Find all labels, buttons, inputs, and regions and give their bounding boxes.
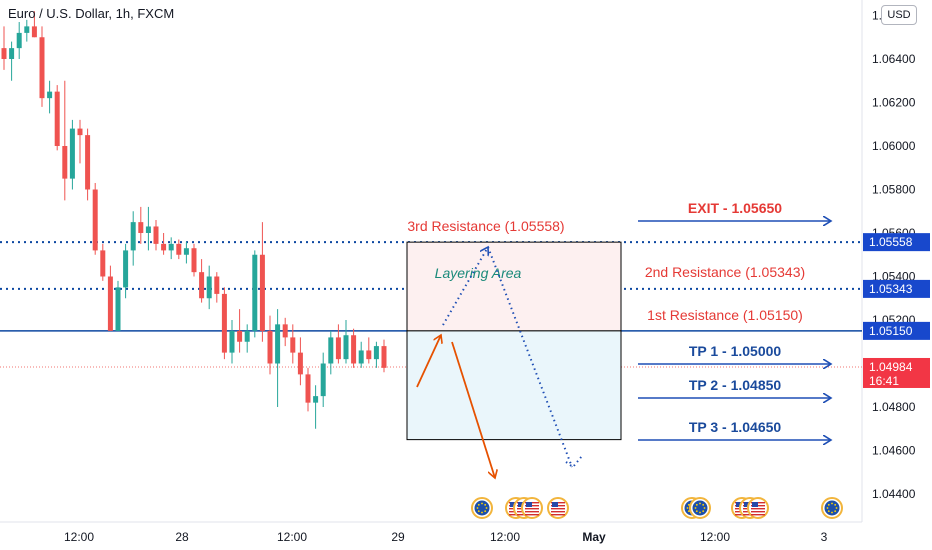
event-marker (547, 497, 569, 519)
level-badge-label: 1.05558 (869, 235, 913, 249)
x-tick-label: 12:00 (64, 530, 94, 544)
candle-body (259, 254, 265, 331)
level-badge-label: 1.05343 (869, 282, 913, 296)
candle-body (69, 128, 75, 179)
level-badge (863, 279, 930, 298)
candle-body (335, 337, 341, 360)
y-tick-label: 1.06000 (872, 139, 916, 153)
candle-body (100, 250, 106, 277)
candle-body (267, 330, 273, 364)
candle-body (282, 324, 288, 338)
candle-body (153, 226, 159, 244)
candle-body (1, 48, 7, 59)
candle-body (351, 335, 357, 364)
event-marker (681, 497, 711, 519)
candle-body (221, 293, 227, 353)
candle-body (77, 128, 83, 136)
x-tick-label: 12:00 (277, 530, 307, 544)
candle-body (297, 352, 303, 375)
candle-body (85, 135, 91, 190)
candle-body (313, 396, 319, 403)
candle-body (176, 243, 182, 255)
candle-body (290, 337, 296, 353)
x-tick-label: 12:00 (490, 530, 520, 544)
candle-body (214, 276, 220, 294)
candle-body (199, 272, 205, 299)
candle-body (161, 243, 167, 251)
candle-body (358, 350, 364, 364)
event-marker (821, 497, 843, 519)
countdown-label: 16:41 (869, 374, 899, 388)
candle-body (16, 32, 22, 49)
y-tick-label: 1.06200 (872, 96, 916, 110)
tp1-label: TP 1 - 1.05000 (689, 343, 782, 359)
x-tick-label: 28 (175, 530, 189, 544)
candle-body (9, 48, 15, 59)
candle-body (343, 335, 349, 360)
candle-body (123, 250, 129, 288)
candle-body (168, 243, 174, 251)
candle-body (31, 26, 37, 38)
candle-body (328, 337, 334, 364)
candle-body (305, 374, 311, 403)
candle-body (244, 330, 250, 342)
candle-body (138, 222, 144, 233)
tp2-label: TP 2 - 1.04850 (689, 377, 782, 393)
event-marker (471, 497, 493, 519)
x-tick-label: May (582, 530, 606, 544)
layering-area-label: Layering Area (435, 265, 522, 281)
candle-body (145, 226, 151, 233)
candle-body (275, 324, 281, 364)
orange-down-arrow (451, 341, 495, 478)
level-badge-label: 1.05150 (869, 324, 913, 338)
candle-body (39, 37, 45, 99)
current-price-label: 1.04984 (869, 360, 913, 374)
y-tick-label: 1.06400 (872, 52, 916, 66)
candle-body (206, 276, 212, 299)
level-badge (863, 233, 930, 252)
event-marker (505, 497, 543, 519)
currency-button[interactable]: USD (881, 5, 917, 25)
y-tick-label: 1.05800 (872, 183, 916, 197)
candle-body (130, 222, 136, 251)
exit-label: EXIT - 1.05650 (688, 200, 782, 216)
resistance-1-label: 1st Resistance (1.05150) (647, 307, 803, 323)
blue-dotted-down-path (487, 246, 573, 468)
y-tick-label: 1.04800 (872, 400, 916, 414)
current-price-badge (863, 357, 930, 388)
candle-body (24, 26, 30, 33)
blue-dotted-up-arrow (442, 247, 488, 326)
x-tick-label: 12:00 (700, 530, 730, 544)
candle-body (252, 254, 258, 331)
candle-body (381, 346, 387, 368)
candle-body (373, 346, 379, 360)
candle-body (47, 91, 53, 99)
candle-body (107, 276, 113, 331)
candle-body (54, 91, 60, 146)
candle-body (191, 248, 197, 273)
x-tick-label: 29 (391, 530, 405, 544)
y-tick-label: 1.04400 (872, 487, 916, 501)
resistance-3-label: 3rd Resistance (1.05558) (407, 218, 564, 234)
orange-up-arrow (416, 335, 441, 388)
chart-title: Euro / U.S. Dollar, 1h, FXCM (8, 6, 175, 21)
x-tick-label: 3 (821, 530, 828, 544)
candle-body (115, 287, 121, 331)
candle-body (183, 248, 189, 255)
target-zone (406, 330, 622, 441)
candle-body (320, 363, 326, 397)
candle-body (366, 350, 372, 360)
y-tick-label: 1.04600 (872, 444, 916, 458)
resistance-2-label: 2nd Resistance (1.05343) (645, 264, 805, 280)
level-badge (863, 321, 930, 340)
candle-body (237, 330, 243, 342)
candle-body (229, 330, 235, 353)
event-marker (731, 497, 769, 519)
candle-body (62, 146, 68, 179)
tp3-label: TP 3 - 1.04650 (689, 419, 782, 435)
candle-body (92, 189, 98, 251)
